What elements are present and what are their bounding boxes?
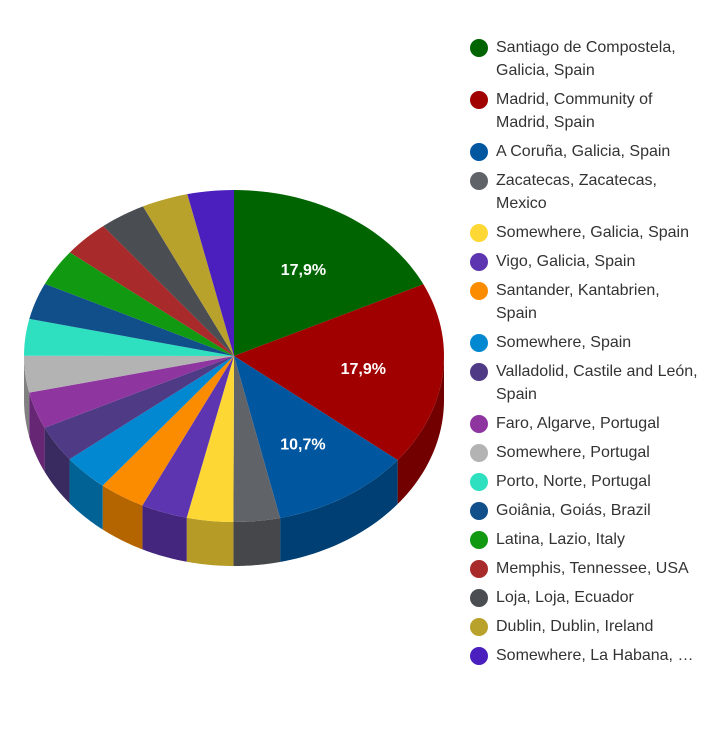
legend-item[interactable]: Vigo, Galicia, Spain bbox=[470, 250, 702, 273]
pie-slice-side bbox=[69, 459, 103, 530]
pie-slice[interactable] bbox=[142, 356, 234, 518]
legend-item[interactable]: Loja, Loja, Ecuador bbox=[470, 586, 702, 609]
legend-color-dot bbox=[470, 444, 488, 462]
pie-slice-side bbox=[186, 517, 234, 566]
pie-slice[interactable] bbox=[103, 206, 234, 356]
legend-color-dot bbox=[470, 39, 488, 57]
legend-item[interactable]: Goiânia, Goiás, Brazil bbox=[470, 499, 702, 522]
pie-slice[interactable] bbox=[44, 356, 234, 460]
legend-item[interactable]: A Coruña, Galicia, Spain bbox=[470, 140, 702, 163]
pie-slice-side bbox=[24, 356, 30, 437]
legend-label: Santander, Kantabrien, Spain bbox=[496, 282, 660, 322]
pie-slice-side bbox=[44, 427, 70, 504]
legend-label: Madrid, Community of Madrid, Spain bbox=[496, 91, 653, 131]
legend-item[interactable]: Madrid, Community of Madrid, Spain bbox=[470, 88, 702, 134]
pie-slice-side bbox=[29, 392, 45, 472]
legend-label: Dublin, Dublin, Ireland bbox=[496, 618, 654, 635]
legend-color-dot bbox=[470, 560, 488, 578]
pie-slice[interactable] bbox=[102, 356, 234, 506]
pie-slice[interactable] bbox=[186, 356, 234, 522]
legend-color-dot bbox=[470, 589, 488, 607]
legend-label: Santiago de Compostela, Galicia, Spain bbox=[496, 39, 676, 79]
pie-slice[interactable] bbox=[233, 356, 281, 522]
pie-slice[interactable] bbox=[29, 283, 234, 356]
legend-item[interactable]: Valladolid, Castile and León, Spain bbox=[470, 360, 702, 406]
legend-label: A Coruña, Galicia, Spain bbox=[496, 143, 671, 160]
legend-label: Somewhere, Spain bbox=[496, 334, 632, 351]
pie-slice-side bbox=[280, 460, 398, 562]
pie-data-label: 10,7% bbox=[280, 436, 325, 453]
pie-slice[interactable] bbox=[24, 355, 234, 393]
legend-color-dot bbox=[470, 224, 488, 242]
pie-data-labels: 17,9% 17,9% 10,7% bbox=[280, 262, 386, 453]
legend-item[interactable]: Dublin, Dublin, Ireland bbox=[470, 615, 702, 638]
legend-item[interactable]: Somewhere, Portugal bbox=[470, 441, 702, 464]
legend-label: Porto, Norte, Portugal bbox=[496, 473, 651, 490]
pie-data-label: 17,9% bbox=[281, 262, 326, 279]
legend-item[interactable]: Santiago de Compostela, Galicia, Spain bbox=[470, 36, 702, 82]
pie-slice-side bbox=[142, 505, 187, 562]
legend-item[interactable]: Latina, Lazio, Italy bbox=[470, 528, 702, 551]
legend-item[interactable]: Somewhere, Spain bbox=[470, 331, 702, 354]
legend-color-dot bbox=[470, 253, 488, 271]
legend-color-dot bbox=[470, 143, 488, 161]
legend-color-dot bbox=[470, 363, 488, 381]
legend-color-dot bbox=[470, 531, 488, 549]
pie-slice[interactable] bbox=[234, 356, 398, 518]
chart-legend: Santiago de Compostela, Galicia, Spain Ma… bbox=[470, 36, 702, 673]
legend-label: Somewhere, Portugal bbox=[496, 444, 650, 461]
pie-slice[interactable] bbox=[234, 284, 444, 461]
pie-slice[interactable] bbox=[24, 318, 234, 356]
pie-slice[interactable] bbox=[234, 190, 424, 356]
legend-item[interactable]: Zacatecas, Zacatecas, Mexico bbox=[470, 169, 702, 215]
legend-label: Memphis, Tennessee, USA bbox=[496, 560, 689, 577]
legend-label: Vigo, Galicia, Spain bbox=[496, 253, 636, 270]
legend-item[interactable]: Porto, Norte, Portugal bbox=[470, 470, 702, 493]
legend-label: Somewhere, La Habana, Cuba bbox=[496, 647, 702, 664]
legend-color-dot bbox=[470, 473, 488, 491]
pie-slice-side bbox=[233, 517, 281, 566]
pie-slice[interactable] bbox=[187, 190, 234, 356]
pie-slice[interactable] bbox=[69, 226, 234, 356]
legend-color-dot bbox=[470, 282, 488, 300]
legend-color-dot bbox=[470, 502, 488, 520]
pie-data-label: 17,9% bbox=[341, 361, 386, 378]
legend-item[interactable]: Faro, Algarve, Portugal bbox=[470, 412, 702, 435]
legend-label: Faro, Algarve, Portugal bbox=[496, 415, 660, 432]
pie-slice-side bbox=[102, 485, 143, 550]
legend-item[interactable]: Santander, Kantabrien, Spain bbox=[470, 279, 702, 325]
pie-slice-side bbox=[397, 356, 444, 505]
legend-color-dot bbox=[470, 618, 488, 636]
legend-color-dot bbox=[470, 172, 488, 190]
legend-item[interactable]: Memphis, Tennessee, USA bbox=[470, 557, 702, 580]
legend-label: Loja, Loja, Ecuador bbox=[496, 589, 634, 606]
pie-side-walls bbox=[24, 356, 444, 566]
pie-slice[interactable] bbox=[44, 252, 234, 356]
legend-item[interactable]: Somewhere, Galicia, Spain bbox=[470, 221, 702, 244]
legend-label: Goiânia, Goiás, Brazil bbox=[496, 502, 651, 519]
pie-slice[interactable] bbox=[69, 356, 234, 486]
legend-color-dot bbox=[470, 647, 488, 665]
legend-color-dot bbox=[470, 91, 488, 109]
legend-color-dot bbox=[470, 415, 488, 433]
legend-label: Zacatecas, Zacatecas, Mexico bbox=[496, 172, 657, 212]
legend-label: Valladolid, Castile and León, Spain bbox=[496, 363, 698, 403]
pie-slice[interactable] bbox=[142, 194, 234, 356]
legend-label: Somewhere, Galicia, Spain bbox=[496, 224, 689, 241]
legend-label: Latina, Lazio, Italy bbox=[496, 531, 625, 548]
legend-item[interactable]: Somewhere, La Habana, Cuba bbox=[470, 644, 702, 667]
pie-slices bbox=[24, 190, 444, 522]
pie-slice[interactable] bbox=[29, 356, 234, 428]
legend-color-dot bbox=[470, 334, 488, 352]
